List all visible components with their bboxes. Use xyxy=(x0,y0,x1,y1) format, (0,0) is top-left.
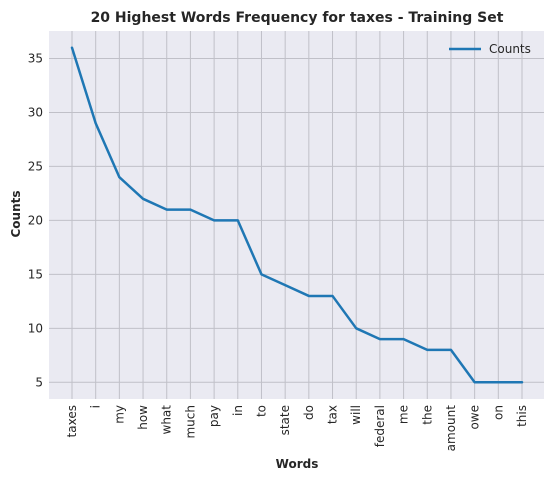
x-tick-label: tax xyxy=(326,405,340,424)
x-tick-label: this xyxy=(515,405,529,427)
x-tick-label: will xyxy=(349,405,363,425)
x-tick-label: what xyxy=(160,405,174,435)
y-tick-label: 35 xyxy=(28,52,43,66)
y-tick-label: 15 xyxy=(28,267,43,281)
y-tick-labels: 5 10 15 20 25 30 35 xyxy=(28,52,43,390)
x-tick-label: how xyxy=(136,405,150,430)
x-tick-label: to xyxy=(254,405,268,417)
x-tick-label: me xyxy=(397,405,411,424)
y-tick-label: 25 xyxy=(28,159,43,173)
x-tick-label: federal xyxy=(373,405,387,447)
x-tick-label: my xyxy=(112,405,126,424)
x-tick-label: state xyxy=(278,405,292,435)
x-tick-label: taxes xyxy=(65,405,79,437)
x-tick-label: i xyxy=(89,405,103,408)
grid-lines xyxy=(49,31,544,399)
y-tick-label: 5 xyxy=(35,375,43,389)
y-tick-label: 30 xyxy=(28,105,43,119)
x-tick-labels: taxes i my how what much pay in to state do tax will… xyxy=(65,405,529,452)
x-tick-label: pay xyxy=(207,405,221,427)
y-axis-label: Counts xyxy=(9,190,23,237)
x-axis-label: Words xyxy=(276,457,319,471)
legend: Counts xyxy=(449,42,531,56)
x-tick-label: do xyxy=(302,405,316,420)
x-tick-label: in xyxy=(231,405,245,416)
series-line xyxy=(70,46,524,384)
x-tick-label: the xyxy=(420,405,434,425)
x-tick-label: owe xyxy=(468,405,482,430)
x-tick-label: on xyxy=(491,405,505,420)
legend-label: Counts xyxy=(489,42,531,56)
series-layer xyxy=(70,46,524,384)
plot-area xyxy=(49,31,544,399)
y-tick-label: 10 xyxy=(28,321,43,335)
x-tick-label: much xyxy=(183,405,197,439)
y-tick-label: 20 xyxy=(28,213,43,227)
x-tick-label: amount xyxy=(444,405,458,452)
chart-title: 20 Highest Words Frequency for taxes - T… xyxy=(91,10,504,26)
